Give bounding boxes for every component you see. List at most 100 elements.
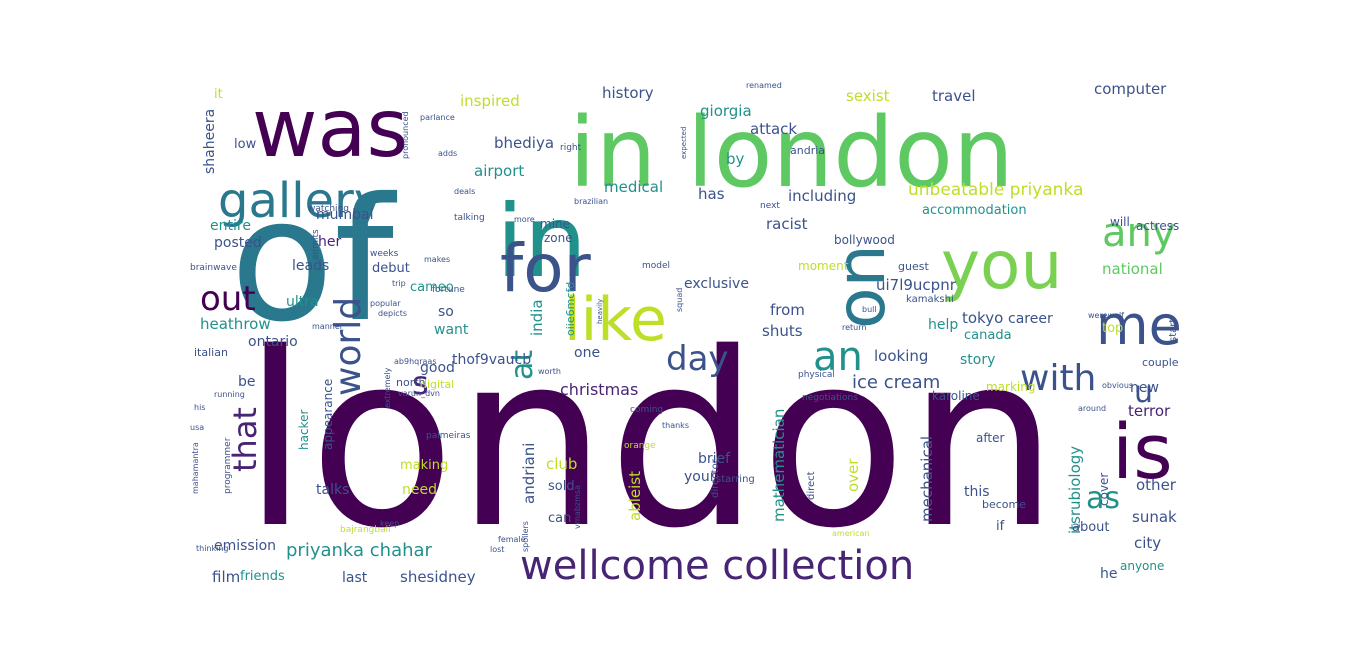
word-lost: lost xyxy=(490,545,504,554)
word-watching: watching xyxy=(308,204,349,214)
word-physical: physical xyxy=(798,370,835,380)
word-heavily: heavily xyxy=(596,299,604,324)
word-bollywood: bollywood xyxy=(834,233,895,247)
word-christmas: christmas xyxy=(560,380,638,399)
word-shuts: shuts xyxy=(762,322,803,340)
word-ab9hqraas: ab9hqraas xyxy=(394,357,436,366)
word-expected: expected xyxy=(680,127,688,159)
word-ultra: ultra xyxy=(286,294,319,310)
word-entire: entire xyxy=(210,218,251,234)
word-ableist: ableist xyxy=(626,471,644,521)
word-manner: manner xyxy=(312,322,344,331)
word-emission: emission xyxy=(214,538,276,554)
word-mine: mine xyxy=(540,217,570,231)
word-talking: talking xyxy=(454,213,485,223)
word-racist: racist xyxy=(766,215,808,233)
word-including: including xyxy=(788,187,856,205)
word-can: can xyxy=(548,511,571,526)
word-andria: andria xyxy=(790,144,825,157)
word-s: s xyxy=(412,364,429,402)
word-an: an xyxy=(813,334,863,380)
word-admits: admits xyxy=(311,229,321,260)
word-orange: orange xyxy=(624,441,656,451)
word-was: was xyxy=(252,82,408,175)
word-u: u xyxy=(1134,375,1153,410)
word-itsrubiology: itsrubiology xyxy=(1066,446,1084,534)
word-travel: travel xyxy=(932,87,976,105)
word-debut: debut xyxy=(372,261,410,276)
word-brainwave: brainwave xyxy=(190,263,237,273)
word-karoline: karoline xyxy=(932,389,980,403)
word-thanks: thanks xyxy=(662,421,689,430)
word-varun-dvn: varun_dvn xyxy=(398,389,440,398)
word-with: with xyxy=(1020,358,1096,399)
word-be: be xyxy=(238,374,256,390)
word-if: if xyxy=(996,519,1005,534)
word-thinking: thinking xyxy=(196,544,229,553)
word-you: you xyxy=(941,227,1062,304)
word-at: at xyxy=(505,350,540,380)
word-female: female xyxy=(498,535,526,544)
word-in-london: in london xyxy=(569,97,1014,209)
word-after: after xyxy=(976,431,1004,445)
word-become: become xyxy=(982,498,1026,511)
word-vrnabzmsa: vrnabzmsa xyxy=(573,485,582,529)
word-low: low xyxy=(234,137,257,152)
word-anyone: anyone xyxy=(1120,559,1164,573)
word-mahamantra: mahamantra xyxy=(191,442,200,494)
word-thof9vaucb: thof9vaucb xyxy=(452,352,531,368)
word-has: has xyxy=(698,185,725,203)
word-tokyo: tokyo xyxy=(962,309,1003,327)
word-squad: squad xyxy=(675,288,684,312)
word-looking: looking xyxy=(874,347,928,365)
word-direct: direct xyxy=(806,471,817,500)
word-as: as xyxy=(1086,481,1120,516)
word-north: north xyxy=(396,376,426,389)
word-medical: medical xyxy=(604,178,663,196)
word-guest: guest xyxy=(898,260,929,273)
word-wellcome-collection: wellcome collection xyxy=(520,543,914,588)
word-exclusive: exclusive xyxy=(684,276,749,292)
word-inspired: inspired xyxy=(460,92,520,110)
word-marking: marking xyxy=(986,380,1035,394)
word-film: film xyxy=(212,568,240,586)
word-running: running xyxy=(214,390,245,399)
word-help: help xyxy=(928,317,958,333)
word-story: story xyxy=(960,352,995,368)
word-appearance: appearance xyxy=(321,379,335,450)
word-want: want xyxy=(434,322,469,338)
word-spoilers: spoilers xyxy=(521,521,530,552)
word-is: is xyxy=(1112,407,1173,496)
word-her: her xyxy=(318,234,341,250)
word-good: good xyxy=(420,360,455,376)
word-mechanical: mechanical xyxy=(918,436,936,522)
word-that: that xyxy=(226,407,264,472)
word-ontario: ontario xyxy=(248,334,298,350)
word-other: other xyxy=(1136,476,1177,494)
word-london: london xyxy=(242,301,1059,581)
word-parlance: parlance xyxy=(420,113,455,122)
word-couple: couple xyxy=(1142,356,1179,369)
word-mathematician: mathematician xyxy=(770,409,788,522)
word-next: next xyxy=(760,201,780,211)
word-pronounced: pronounced xyxy=(401,111,410,159)
word-brazilian: brazilian xyxy=(574,197,608,206)
word-starring: starring xyxy=(716,474,755,485)
word-about: about xyxy=(1072,520,1110,535)
word-it: it xyxy=(214,87,223,102)
word-usa: usa xyxy=(190,423,204,432)
word-obvious: obvious xyxy=(1102,381,1133,390)
word-popular: popular xyxy=(370,299,401,308)
word-need: need xyxy=(402,482,437,498)
word-digital: digital xyxy=(420,378,454,391)
word-club: club xyxy=(546,455,577,473)
word-makes: makes xyxy=(424,255,450,264)
word-any: any xyxy=(1102,210,1176,256)
word-by: by xyxy=(726,150,745,168)
word-this: this xyxy=(964,484,990,500)
word-of: of xyxy=(230,162,398,360)
word-shesidney: shesidney xyxy=(400,568,476,586)
word-andriani: andriani xyxy=(520,443,538,504)
word-around: around xyxy=(1078,404,1106,413)
word-fortune: fortune xyxy=(432,285,465,295)
